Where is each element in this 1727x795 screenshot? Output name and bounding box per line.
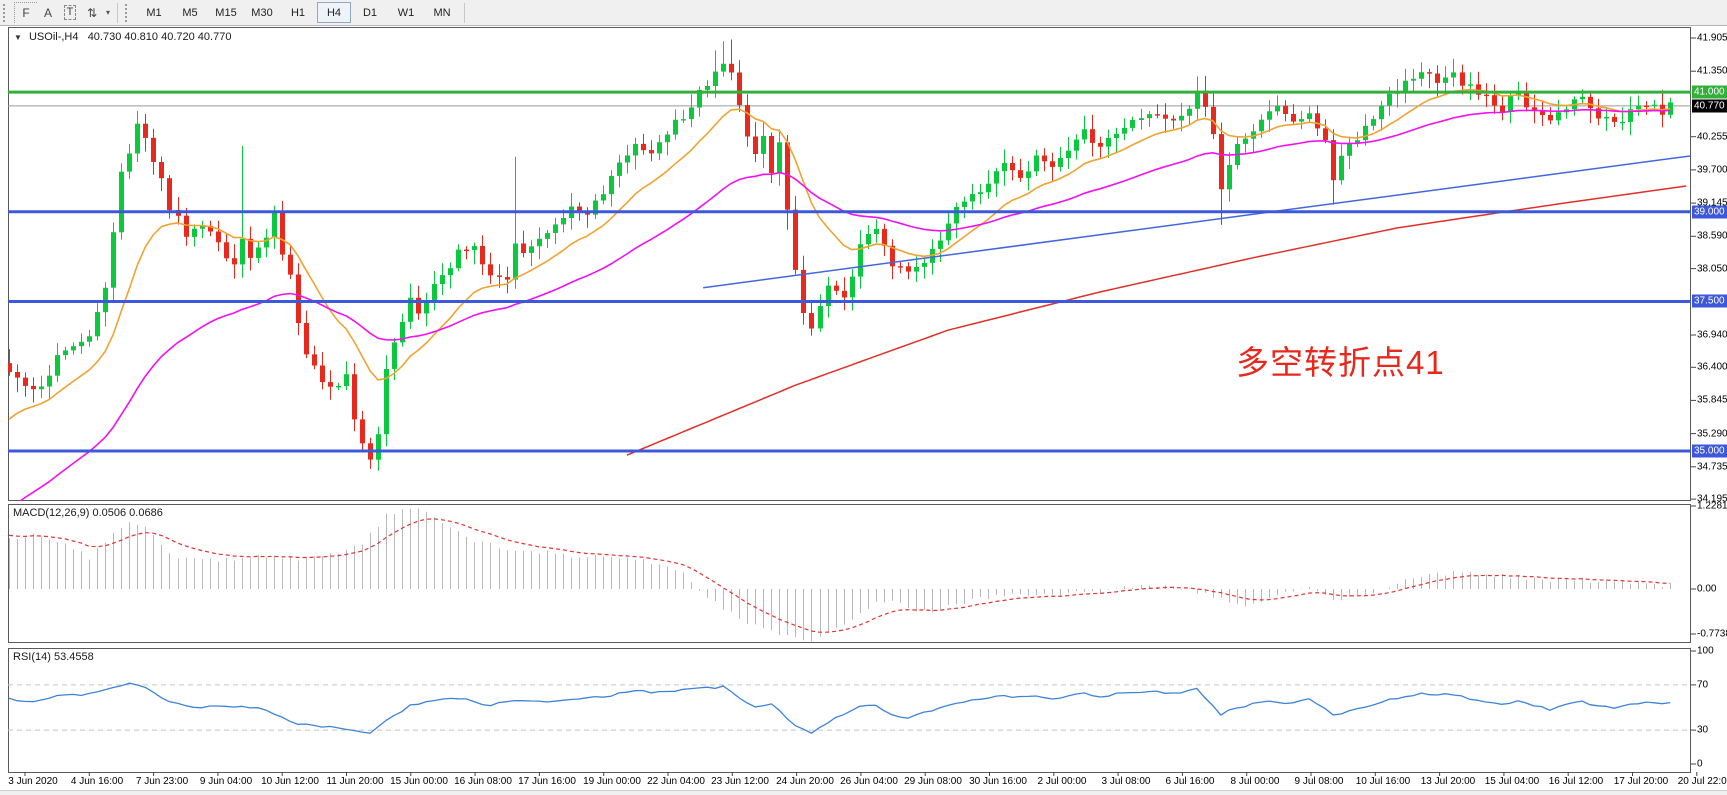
time-axis-label: 16 Jul 12:00: [1548, 776, 1604, 787]
price-badge: 41.000: [1692, 85, 1727, 99]
price-axis-tick: 36.400: [1697, 361, 1727, 373]
price-axis-tick: 38.590: [1697, 230, 1727, 242]
time-axis-label: 26 Jun 04:00: [840, 776, 898, 787]
timeframe-button-m30[interactable]: M30: [251, 6, 273, 19]
time-axis-label: 17 Jun 16:00: [518, 776, 576, 787]
time-axis-label: 6 Jul 16:00: [1165, 776, 1215, 787]
time-axis-label: 3 Jun 2020: [8, 776, 58, 787]
time-axis-label: 16 Jun 08:00: [454, 776, 512, 787]
time-axis-label: 10 Jun 12:00: [261, 776, 319, 787]
time-axis: 3 Jun 2020 4 Jun 16:00 7 Jun 23:00 9 Jun 04…: [8, 773, 1727, 790]
price-badge: 37.500: [1692, 294, 1727, 308]
annotation-a-icon[interactable]: A: [43, 5, 52, 20]
price-axis-tick: 41.905: [1697, 32, 1727, 44]
time-axis-label: 23 Jun 12:00: [711, 776, 769, 787]
time-axis-label: 20 Jul 22:00: [1677, 776, 1727, 787]
collapse-triangle-icon[interactable]: ▼: [14, 33, 22, 42]
price-axis-tick: 39.700: [1697, 164, 1727, 176]
macd-axis-tick: 0.00: [1697, 583, 1717, 595]
toolbar-grip[interactable]: [3, 3, 10, 22]
time-axis-label: 3 Jul 08:00: [1101, 776, 1151, 787]
price-axis-tick: 35.290: [1697, 428, 1727, 440]
timeframe-group: M1 M5 M15 M30 H1 H4 D1 W1 MN: [136, 2, 460, 23]
time-axis-label: 11 Jun 20:00: [326, 776, 384, 787]
time-axis-label: 15 Jul 04:00: [1484, 776, 1540, 787]
timeframe-button-h4[interactable]: H4: [317, 2, 351, 23]
macd-axis-tick: 1.2281: [1697, 500, 1727, 512]
swap-arrows-icon[interactable]: ⇅: [86, 5, 98, 20]
time-axis-label: 30 Jun 16:00: [969, 776, 1027, 787]
timeframe-button-m15[interactable]: M15: [215, 6, 237, 19]
timeframe-button-m5[interactable]: M5: [182, 6, 198, 19]
price-badge: 39.000: [1692, 205, 1727, 219]
time-axis-label: 29 Jun 08:00: [904, 776, 962, 787]
price-axis-tick: 41.350: [1697, 65, 1727, 77]
price-axis-tick: 34.735: [1697, 461, 1727, 473]
time-axis-label: 2 Jul 00:00: [1037, 776, 1087, 787]
toolbar-grip-2[interactable]: [125, 3, 132, 22]
time-axis-label: 4 Jun 16:00: [70, 776, 124, 787]
main-chart-panel: [8, 27, 1691, 501]
timeframe-button-h1[interactable]: H1: [290, 6, 306, 19]
toolbar-separator-2: [464, 2, 465, 23]
rsi-axis-tick: 30: [1697, 724, 1709, 736]
dropdown-caret-icon[interactable]: ▾: [105, 8, 110, 17]
grid-f-icon[interactable]: F: [14, 2, 37, 23]
time-axis-label: 19 Jun 00:00: [583, 776, 641, 787]
timeframe-button-w1[interactable]: W1: [397, 6, 415, 19]
macd-label: MACD(12,26,9) 0.0506 0.0686: [13, 507, 163, 519]
time-axis-label: 15 Jun 00:00: [390, 776, 448, 787]
rsi-panel: [8, 648, 1691, 773]
macd-axis-tick: -0.7738: [1697, 628, 1727, 640]
time-axis-label: 24 Jun 20:00: [776, 776, 834, 787]
timeframe-button-mn[interactable]: MN: [433, 6, 451, 19]
toolbar-separator: [117, 2, 118, 23]
price-axis-tick: 38.050: [1697, 263, 1727, 275]
timeframe-button-d1[interactable]: D1: [362, 6, 378, 19]
rsi-axis-tick: 0: [1697, 758, 1703, 770]
time-axis-label: 13 Jul 20:00: [1420, 776, 1476, 787]
time-axis-label: 17 Jul 20:00: [1613, 776, 1669, 787]
chart-annotation-text: 多空转折点41: [1236, 344, 1445, 381]
price-axis-tick: 35.845: [1697, 394, 1727, 406]
toolbar: F A T ⇅ ▾ M1 M5 M15 M30 H1 H4 D1 W1 MN: [0, 0, 1727, 26]
macd-panel: [8, 504, 1691, 643]
rsi-axis-tick: 100: [1697, 645, 1714, 657]
price-axis-tick: 34.195: [1697, 493, 1727, 505]
rsi-axis-tick: 70: [1697, 679, 1709, 691]
status-strip: [0, 790, 1727, 795]
time-axis-label: 22 Jun 04:00: [647, 776, 705, 787]
time-axis-label: 9 Jun 04:00: [199, 776, 253, 787]
timeframe-button-m1[interactable]: M1: [146, 6, 162, 19]
symbol-label: USOil-,H4: [28, 31, 79, 43]
text-tool-icon[interactable]: T: [59, 3, 81, 23]
rsi-label: RSI(14) 53.4558: [13, 651, 94, 663]
price-axis-tick: 40.255: [1697, 131, 1727, 143]
time-axis-label: 8 Jul 00:00: [1230, 776, 1280, 787]
price-axis-tick: 36.940: [1697, 329, 1727, 341]
chart-title: ▼ USOil-,H4 40.730 40.810 40.720 40.770: [14, 31, 231, 43]
time-axis-label: 7 Jun 23:00: [135, 776, 189, 787]
time-axis-label: 10 Jul 16:00: [1355, 776, 1411, 787]
time-axis-label: 9 Jul 08:00: [1294, 776, 1344, 787]
ohlc-quote: 40.730 40.810 40.720 40.770: [87, 31, 232, 43]
price-badge: 40.770: [1692, 99, 1727, 113]
price-axis-tick: 39.145: [1697, 197, 1727, 209]
text-tool-glyph: T: [63, 5, 77, 20]
price-badge: 35.000: [1692, 444, 1727, 458]
